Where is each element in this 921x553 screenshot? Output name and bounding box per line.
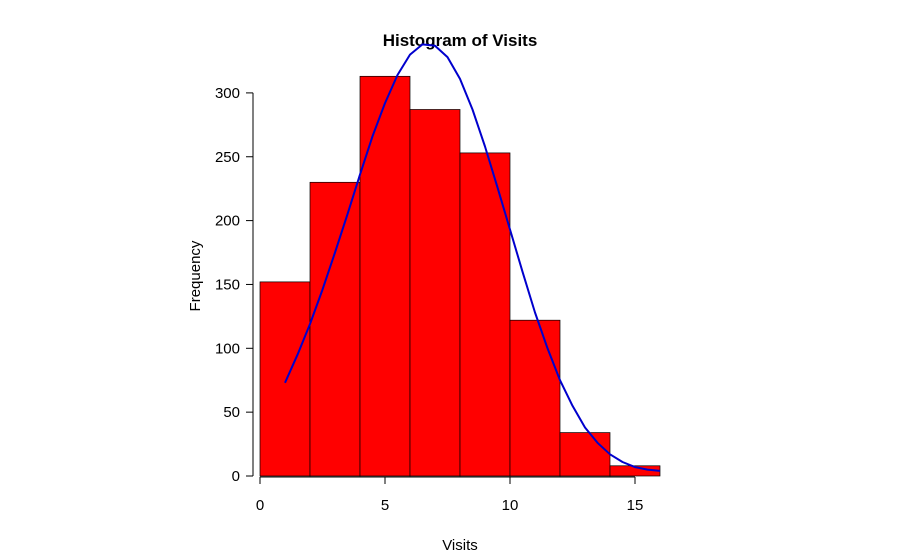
y-tick-label-150: 150 bbox=[215, 276, 240, 293]
y-tick-label-0: 0 bbox=[232, 468, 240, 485]
y-axis: 0 50 100 150 200 250 300 bbox=[215, 85, 254, 485]
histogram-bar-0 bbox=[259, 281, 311, 477]
histogram-bar-5 bbox=[509, 319, 561, 477]
bars-group bbox=[259, 75, 661, 477]
histogram-bar-4 bbox=[459, 152, 511, 477]
x-tick-label-0: 0 bbox=[256, 497, 264, 514]
density-curve-group bbox=[284, 43, 661, 472]
y-axis-label: Frequency bbox=[187, 240, 204, 311]
x-axis: 0 5 10 15 bbox=[256, 476, 644, 514]
y-tick-label-200: 200 bbox=[215, 213, 240, 230]
x-tick-label-5: 5 bbox=[381, 497, 389, 514]
x-axis-label: Visits bbox=[442, 537, 478, 553]
y-tick-label-100: 100 bbox=[215, 340, 240, 357]
y-tick-label-50: 50 bbox=[223, 404, 240, 421]
y-tick-label-250: 250 bbox=[215, 149, 240, 166]
histogram-bar-2 bbox=[359, 75, 411, 477]
chart-title: Histogram of Visits bbox=[383, 31, 538, 50]
y-tick-label-300: 300 bbox=[215, 85, 240, 102]
x-tick-label-15: 15 bbox=[627, 497, 644, 514]
histogram-bar-1 bbox=[309, 181, 361, 477]
x-tick-label-10: 10 bbox=[502, 497, 519, 514]
histogram-bar-3 bbox=[409, 109, 461, 477]
histogram-bar-6 bbox=[559, 432, 611, 477]
density-curve bbox=[284, 43, 661, 472]
